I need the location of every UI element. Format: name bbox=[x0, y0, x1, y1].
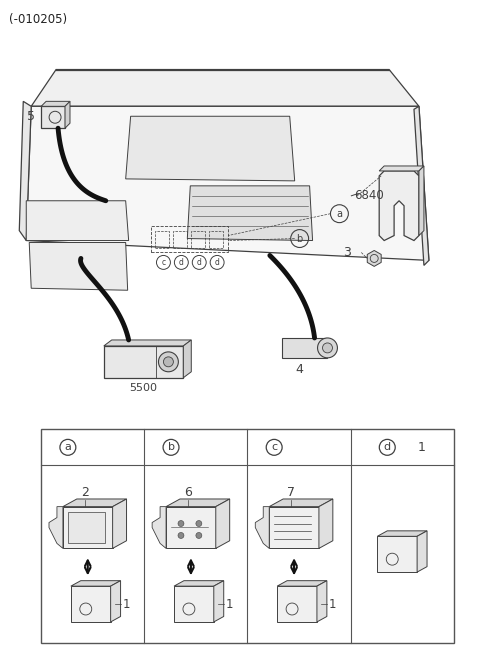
Polygon shape bbox=[419, 166, 424, 236]
Polygon shape bbox=[63, 507, 113, 548]
Polygon shape bbox=[110, 581, 120, 622]
Polygon shape bbox=[255, 507, 269, 548]
Polygon shape bbox=[26, 201, 129, 240]
Polygon shape bbox=[214, 581, 224, 622]
Text: 5: 5 bbox=[27, 110, 35, 123]
Text: 6: 6 bbox=[184, 486, 192, 499]
Text: a: a bbox=[336, 208, 342, 218]
Polygon shape bbox=[49, 507, 63, 548]
Circle shape bbox=[164, 357, 173, 367]
Polygon shape bbox=[379, 166, 424, 171]
Polygon shape bbox=[417, 531, 427, 572]
Polygon shape bbox=[174, 581, 224, 586]
Text: d: d bbox=[179, 258, 184, 267]
Polygon shape bbox=[41, 430, 454, 643]
Polygon shape bbox=[269, 507, 319, 548]
Polygon shape bbox=[104, 346, 183, 378]
Text: 1: 1 bbox=[226, 598, 233, 610]
Text: 3: 3 bbox=[343, 246, 351, 259]
Polygon shape bbox=[71, 581, 120, 586]
Text: d: d bbox=[215, 258, 219, 267]
Polygon shape bbox=[113, 499, 127, 548]
Polygon shape bbox=[187, 186, 312, 240]
Polygon shape bbox=[166, 499, 230, 507]
Polygon shape bbox=[41, 106, 65, 128]
Polygon shape bbox=[68, 511, 105, 543]
Circle shape bbox=[196, 533, 202, 539]
Text: 5500: 5500 bbox=[130, 382, 157, 392]
Polygon shape bbox=[166, 507, 216, 548]
Circle shape bbox=[323, 343, 333, 353]
Polygon shape bbox=[126, 116, 295, 181]
Circle shape bbox=[318, 338, 337, 358]
Text: 7: 7 bbox=[287, 486, 295, 499]
Text: 1: 1 bbox=[329, 598, 336, 610]
Polygon shape bbox=[71, 586, 110, 622]
Text: 1: 1 bbox=[122, 598, 130, 610]
Polygon shape bbox=[269, 499, 333, 507]
Text: b: b bbox=[168, 442, 175, 452]
Polygon shape bbox=[63, 499, 127, 507]
Polygon shape bbox=[104, 340, 192, 346]
Polygon shape bbox=[377, 537, 417, 572]
Polygon shape bbox=[174, 586, 214, 622]
Polygon shape bbox=[282, 338, 327, 358]
Text: 2: 2 bbox=[81, 486, 89, 499]
Text: c: c bbox=[161, 258, 166, 267]
Circle shape bbox=[178, 533, 184, 539]
Circle shape bbox=[158, 352, 179, 372]
Polygon shape bbox=[19, 102, 31, 240]
Text: d: d bbox=[384, 442, 391, 452]
Polygon shape bbox=[319, 499, 333, 548]
Text: d: d bbox=[197, 258, 202, 267]
Text: 6840: 6840 bbox=[354, 189, 384, 203]
Polygon shape bbox=[277, 581, 327, 586]
Circle shape bbox=[196, 521, 202, 527]
Polygon shape bbox=[31, 70, 419, 106]
Polygon shape bbox=[277, 586, 317, 622]
Polygon shape bbox=[152, 507, 166, 548]
Text: c: c bbox=[271, 442, 277, 452]
Polygon shape bbox=[414, 106, 429, 266]
Polygon shape bbox=[29, 242, 128, 290]
Text: b: b bbox=[297, 234, 303, 244]
Polygon shape bbox=[367, 250, 381, 266]
Text: 4: 4 bbox=[296, 363, 303, 376]
Text: (-010205): (-010205) bbox=[9, 13, 68, 27]
Polygon shape bbox=[317, 581, 327, 622]
Polygon shape bbox=[183, 340, 192, 378]
Polygon shape bbox=[379, 171, 419, 240]
Polygon shape bbox=[26, 106, 429, 260]
Polygon shape bbox=[216, 499, 230, 548]
Polygon shape bbox=[65, 102, 70, 128]
Text: a: a bbox=[64, 442, 72, 452]
Polygon shape bbox=[41, 102, 70, 106]
Circle shape bbox=[178, 521, 184, 527]
Text: 1: 1 bbox=[418, 441, 426, 454]
Polygon shape bbox=[377, 531, 427, 537]
